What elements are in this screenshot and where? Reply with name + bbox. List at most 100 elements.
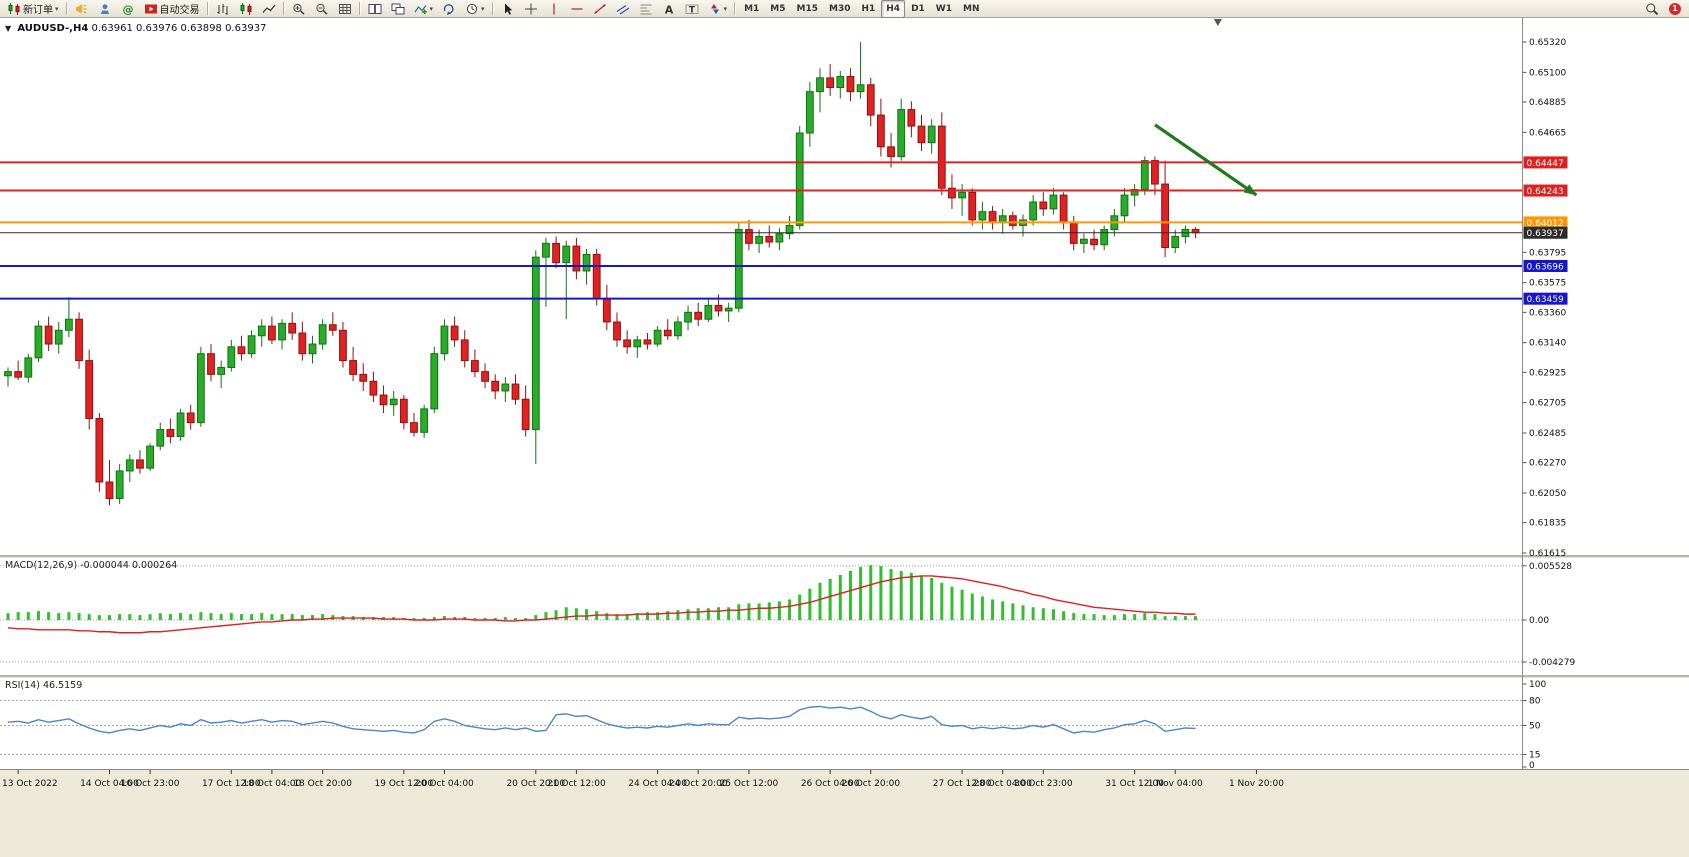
zoom-in-button[interactable]: [288, 0, 310, 18]
vline-icon: [552, 3, 555, 14]
fibo-icon: [640, 4, 652, 14]
svg-text:20 Oct 04:00: 20 Oct 04:00: [415, 779, 474, 789]
fibo-button[interactable]: [635, 0, 657, 18]
templates-button[interactable]: ▾: [461, 0, 489, 18]
svg-text:21 Oct 12:00: 21 Oct 12:00: [547, 779, 606, 789]
rsi-panel: 100 80 50 150: [0, 680, 1546, 771]
rsi-line: [7, 705, 1196, 734]
zoom-in-icon: [292, 3, 305, 15]
crosshair-button[interactable]: [520, 0, 542, 18]
svg-text:0.61615: 0.61615: [1529, 549, 1566, 559]
mql5-button[interactable]: @: [117, 0, 139, 18]
tf-m30-button[interactable]: M30: [824, 0, 855, 18]
svg-text:17 Oct 12:00: 17 Oct 12:00: [202, 779, 261, 789]
panel-separator[interactable]: [0, 555, 1689, 558]
chart-shift-marker[interactable]: [1213, 19, 1222, 26]
svg-text:0.63575: 0.63575: [1529, 279, 1566, 289]
line-chart-icon: [262, 4, 275, 13]
svg-text:A: A: [664, 3, 673, 15]
toolbar-separator: [206, 2, 209, 15]
trendline-icon: [593, 3, 606, 14]
hline-button[interactable]: [566, 0, 588, 18]
svg-text:26 Oct 04:00: 26 Oct 04:00: [801, 779, 860, 789]
svg-text:0.64447: 0.64447: [1527, 159, 1564, 169]
rsi-value: 46.5159: [42, 680, 83, 691]
svg-text:0.63360: 0.63360: [1529, 308, 1566, 318]
news-button[interactable]: [71, 0, 93, 18]
candle-chart-button[interactable]: [235, 0, 257, 18]
panel-separator[interactable]: [0, 675, 1689, 678]
rsi-label: RSI(14): [5, 680, 40, 691]
trend-arrow-annotation[interactable]: [1154, 123, 1258, 197]
vline-button[interactable]: [543, 0, 565, 18]
cascade-windows-button[interactable]: [387, 0, 409, 18]
notification-badge[interactable]: 1: [1669, 2, 1681, 15]
svg-text:0.62925: 0.62925: [1529, 368, 1566, 378]
dropdown-arrow-icon: ▾: [723, 4, 728, 13]
autotrade-icon: [144, 4, 157, 13]
svg-text:28 Oct 04:00: 28 Oct 04:00: [973, 779, 1032, 789]
line-chart-button[interactable]: [258, 0, 280, 18]
svg-text:0.63459: 0.63459: [1527, 295, 1564, 305]
community-icon: [100, 3, 109, 14]
community-button[interactable]: [94, 0, 116, 18]
macd-panel: 0.005528 0.00 -0.004279: [0, 562, 1575, 668]
bar-chart-button[interactable]: [212, 0, 234, 18]
indicators-button[interactable]: ▾: [410, 0, 438, 18]
candlestick-icon: [240, 2, 252, 15]
svg-text:13 Oct 2022: 13 Oct 2022: [2, 779, 58, 789]
price-tag: [1523, 259, 1568, 272]
svg-text:0.63937: 0.63937: [1527, 229, 1564, 239]
chart-background: [0, 18, 1689, 770]
autotrade-button-label: 自动交易: [159, 5, 200, 16]
tf-mn-button[interactable]: MN: [958, 0, 985, 18]
tf-m5-button[interactable]: M5: [765, 0, 790, 18]
text-button[interactable]: A: [658, 0, 680, 18]
dropdown-arrow-icon: ▾: [429, 4, 434, 13]
new-order-button-label: 新订单: [23, 5, 53, 16]
textlabel-button[interactable]: T: [681, 0, 703, 18]
svg-text:0.63140: 0.63140: [1529, 339, 1566, 349]
tf-m1-button[interactable]: M1: [739, 0, 764, 18]
price-tag: [1523, 226, 1568, 239]
chart-menu-icon[interactable]: ▼: [5, 24, 12, 33]
chart-title: ▼ AUDUSD-,H4 0.63961 0.63976 0.63898 0.6…: [5, 23, 266, 34]
cascade-windows-icon: [391, 3, 405, 14]
toolbar: 新订单 ▾ @ 自动交易 ▾ ▾ A T ▾ M1 M5 M15 M30 H1 H4 D1 W1 MN 1: [0, 0, 1689, 18]
svg-text:24 Oct 04:00: 24 Oct 04:00: [628, 779, 687, 789]
zoom-out-button[interactable]: [311, 0, 333, 18]
tf-h4-button-label: H4: [886, 3, 901, 14]
tf-w1-button[interactable]: W1: [931, 0, 957, 18]
crosshair-icon: [524, 3, 537, 14]
grid-icon: [338, 3, 351, 14]
channel-button[interactable]: [612, 0, 634, 18]
dropdown-arrow-icon: ▾: [481, 4, 485, 13]
tile-windows-button[interactable]: [364, 0, 386, 18]
tf-d1-button[interactable]: D1: [906, 0, 930, 18]
bar-chart-icon: [217, 3, 228, 15]
autotrade-button[interactable]: 自动交易: [140, 0, 204, 18]
trendline-button[interactable]: [589, 0, 611, 18]
svg-text:0.61835: 0.61835: [1529, 519, 1566, 529]
svg-text:0.65320: 0.65320: [1529, 38, 1566, 48]
macd-label: MACD(12,26,9): [5, 560, 78, 571]
search-icon: [1646, 3, 1659, 15]
period-button[interactable]: [438, 0, 460, 18]
svg-text:50: 50: [1529, 722, 1541, 732]
tf-mn-button-label: MN: [963, 3, 980, 14]
svg-text:0.00: 0.00: [1529, 616, 1549, 626]
new-order-button[interactable]: 新订单 ▾: [3, 0, 63, 18]
svg-text:0.62485: 0.62485: [1529, 429, 1566, 439]
arrows-button[interactable]: ▾: [704, 0, 732, 18]
symbol-search-button[interactable]: [1641, 0, 1663, 18]
tf-h1-button[interactable]: H1: [856, 0, 880, 18]
tf-h4-button[interactable]: H4: [881, 0, 906, 18]
svg-text:0.62050: 0.62050: [1529, 489, 1566, 499]
tf-m15-button[interactable]: M15: [792, 0, 823, 18]
grid-button[interactable]: [334, 0, 356, 18]
price-tag: [1523, 156, 1568, 169]
cursor-button[interactable]: [497, 0, 519, 18]
svg-text:0.63795: 0.63795: [1529, 248, 1566, 258]
